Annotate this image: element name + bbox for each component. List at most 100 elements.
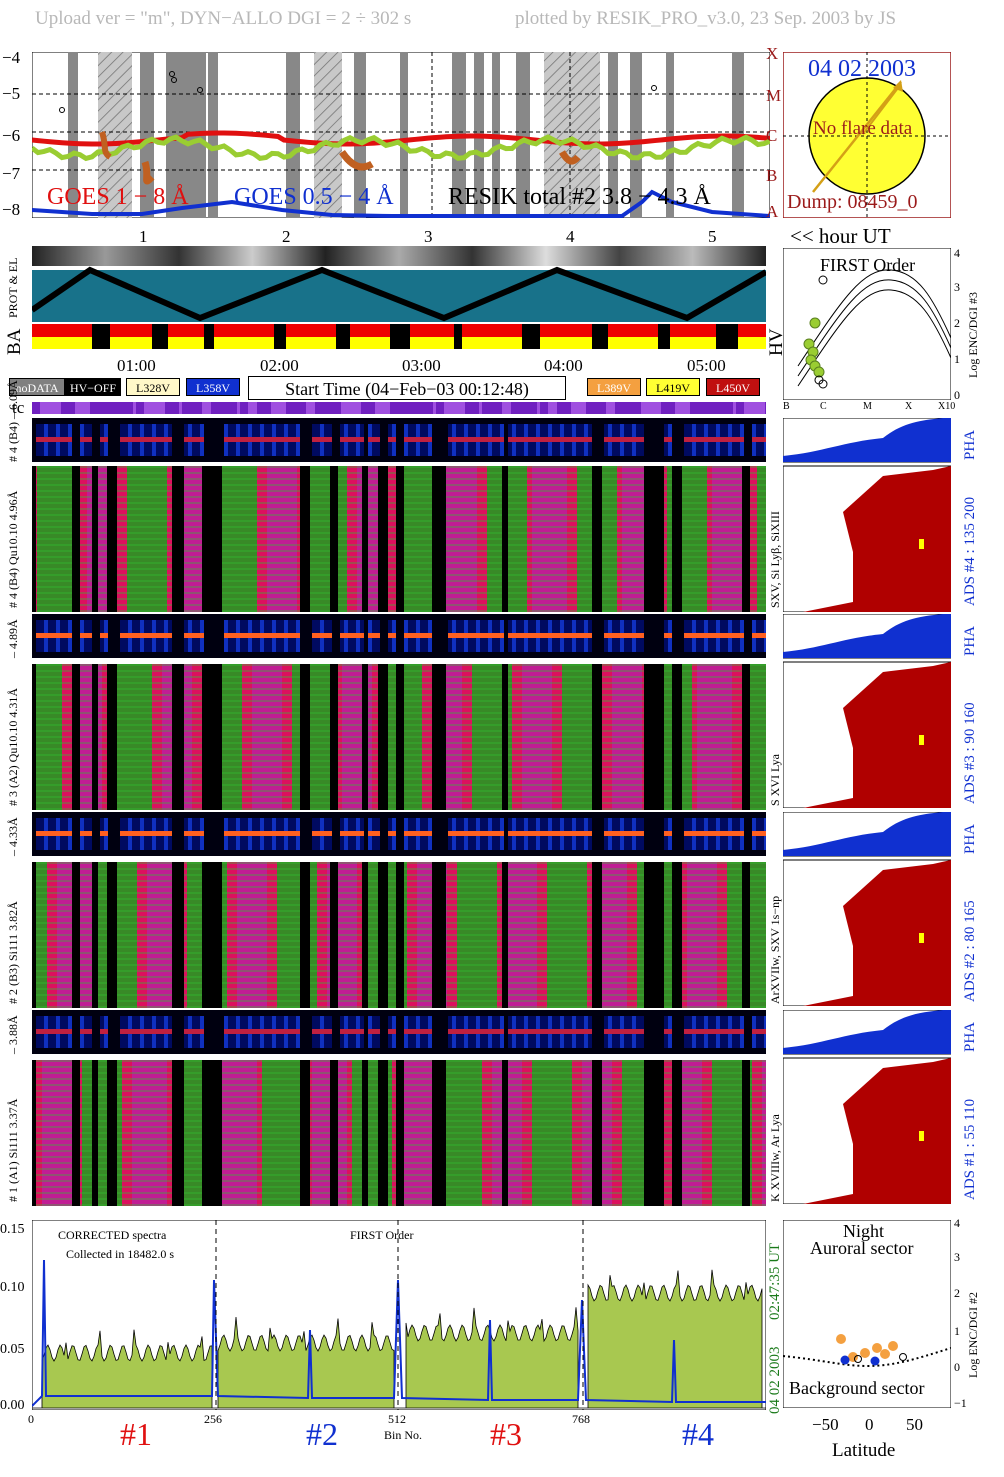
pha-channel-label: – 4.89Å	[6, 619, 20, 658]
spectrum-ytick: 0.00	[0, 1398, 25, 1413]
header-upload-info: Upload ver = "m", DYN−ALLO DGI = 2 ÷ 302…	[35, 8, 412, 29]
spectrum-ytick: 0.10	[0, 1280, 25, 1295]
ads-histogram	[783, 812, 951, 1006]
ut-tick: 02:00	[260, 356, 299, 375]
pha-channel-label: – 4.33Å	[6, 817, 20, 856]
hour-tick: 4	[566, 227, 575, 246]
status-strips	[32, 246, 766, 349]
pha-strip	[32, 418, 766, 462]
map-ytick: 1	[954, 1324, 960, 1338]
channel-label: # 2 (B3) Si111 3.82Å	[6, 901, 20, 1004]
first-order-title: FIRST Order	[820, 255, 916, 275]
section-4: #4	[682, 1416, 714, 1452]
legend-resik-total: RESIK total #2 3.8 − 4.3 Å	[448, 184, 711, 210]
first-order-xtick: X10	[938, 401, 956, 412]
spectrum-ytick: 0.05	[0, 1342, 25, 1357]
spectrum-xtick: 512	[388, 1412, 406, 1426]
pha-strip	[32, 1010, 766, 1054]
legend-l389v: L389V	[587, 378, 641, 396]
ads-label: ADS #2 : 80 165	[962, 900, 978, 1002]
pha-label: PHA	[962, 823, 978, 854]
spectrum-xtick: 256	[204, 1412, 222, 1426]
ads-label: ADS #4 : 135 200	[962, 496, 978, 606]
spectrum-date: 04 02 2003	[767, 1346, 783, 1415]
map-ytick: 4	[954, 1216, 960, 1230]
map-ytick: 0	[954, 1360, 960, 1374]
legend-hv-off: HV−OFF	[65, 378, 121, 396]
channel-label: # 1 (A1) Si111 3.37Å	[6, 1098, 20, 1202]
map-ylabel: Log ENC/DGI #2	[966, 1292, 980, 1378]
goes-ytick: −5	[2, 84, 21, 103]
ads-label: ADS #3 : 90 160	[962, 702, 978, 804]
hour-tick: 5	[708, 227, 717, 246]
legend-l358v: L358V	[186, 378, 240, 396]
prot-el-label: PROT & EL	[6, 257, 20, 318]
first-order-ytick: 3	[954, 280, 960, 294]
map-xtick: 0	[865, 1415, 874, 1434]
pha-channel-label: # 4 (B4) – 6.09Å	[6, 380, 20, 462]
map-xtick: −50	[812, 1415, 839, 1434]
spectrum-note-collected: Collected in 18482.0 s	[66, 1247, 174, 1261]
first-order-ytick: 0	[954, 388, 960, 402]
section-1: #1	[120, 1416, 152, 1452]
spectrum-time: 02:47:35 UT	[767, 1242, 783, 1320]
spectral-line-label: S XVI Lya	[768, 754, 782, 806]
spectrogram	[32, 862, 766, 1008]
pha-channel-label: – 3.88Å	[6, 1015, 20, 1054]
class-label-a: A	[766, 202, 779, 221]
map-ytick: 2	[954, 1286, 960, 1300]
goes-ytick: −6	[2, 126, 21, 145]
spectrogram	[32, 1060, 766, 1206]
first-order-xtick: B	[783, 401, 790, 412]
first-order-xtick: M	[863, 401, 872, 412]
legend-start-time: Start Time (04−Feb−03 00:12:48)	[248, 376, 566, 400]
ads-histogram	[783, 614, 951, 808]
first-order-ytick: 1	[954, 352, 960, 366]
hour-tick: 2	[282, 227, 291, 246]
ut-tick: 01:00	[117, 356, 156, 375]
pha-label: PHA	[962, 625, 978, 656]
pha-strip	[32, 812, 766, 856]
hour-tick: 1	[139, 227, 148, 246]
sun-flare-status: No flare data	[813, 118, 913, 139]
spectrum-note-corrected: CORRECTED spectra	[58, 1228, 167, 1242]
class-label-x: X	[766, 44, 779, 63]
channel-label: # 3 (A2) Qu10.10 4.31Å	[6, 688, 20, 806]
sun-date: 04 02 2003	[808, 56, 916, 82]
sun-plot	[783, 52, 951, 218]
class-label-b: B	[766, 166, 778, 185]
spectrogram	[32, 466, 766, 612]
goes-plot	[32, 52, 770, 218]
pha-strip	[32, 614, 766, 658]
map-background-label: Background sector	[789, 1378, 925, 1398]
map-ytick: 3	[954, 1250, 960, 1264]
spectrum-note-order: FIRST Order	[350, 1228, 414, 1242]
ads-histogram	[783, 418, 951, 612]
ba-label: BA	[4, 328, 25, 355]
map-ytick: −1	[954, 1396, 967, 1410]
spectral-line-label: SXV, Si Lyβ, SiXIII	[768, 511, 782, 608]
map-night-label: Night	[843, 1221, 885, 1241]
legend-l450v: L450V	[706, 378, 760, 396]
ut-tick: 05:00	[687, 356, 726, 375]
hour-tick: 3	[424, 227, 433, 246]
map-xlabel: Latitude	[832, 1440, 896, 1461]
legend-nodata: noDATA	[9, 378, 65, 396]
first-order-ylabel: Log ENC/DGI #3	[966, 292, 980, 378]
first-order-plot	[783, 248, 951, 400]
spectrum-plot	[32, 1220, 766, 1410]
tc-strip	[32, 402, 766, 414]
map-plot	[783, 1220, 951, 1408]
class-label-m: M	[766, 86, 782, 105]
map-xtick: 50	[906, 1415, 923, 1434]
ut-tick: 03:00	[402, 356, 441, 375]
spectral-line-label: ArXVIIw, SXV 1s−np	[768, 895, 782, 1004]
spectrogram	[32, 664, 766, 810]
legend-l419v: L419V	[646, 378, 700, 396]
class-label-c: C	[766, 126, 778, 145]
ads-histogram	[783, 1010, 951, 1204]
legend-goes-05-4: GOES 0.5 − 4 Å	[234, 184, 394, 210]
ads-label: ADS #1 : 55 110	[962, 1098, 978, 1200]
spectrum-ytick: 0.15	[0, 1222, 25, 1237]
legend-goes-1-8: GOES 1 − 8 Å	[47, 184, 189, 210]
